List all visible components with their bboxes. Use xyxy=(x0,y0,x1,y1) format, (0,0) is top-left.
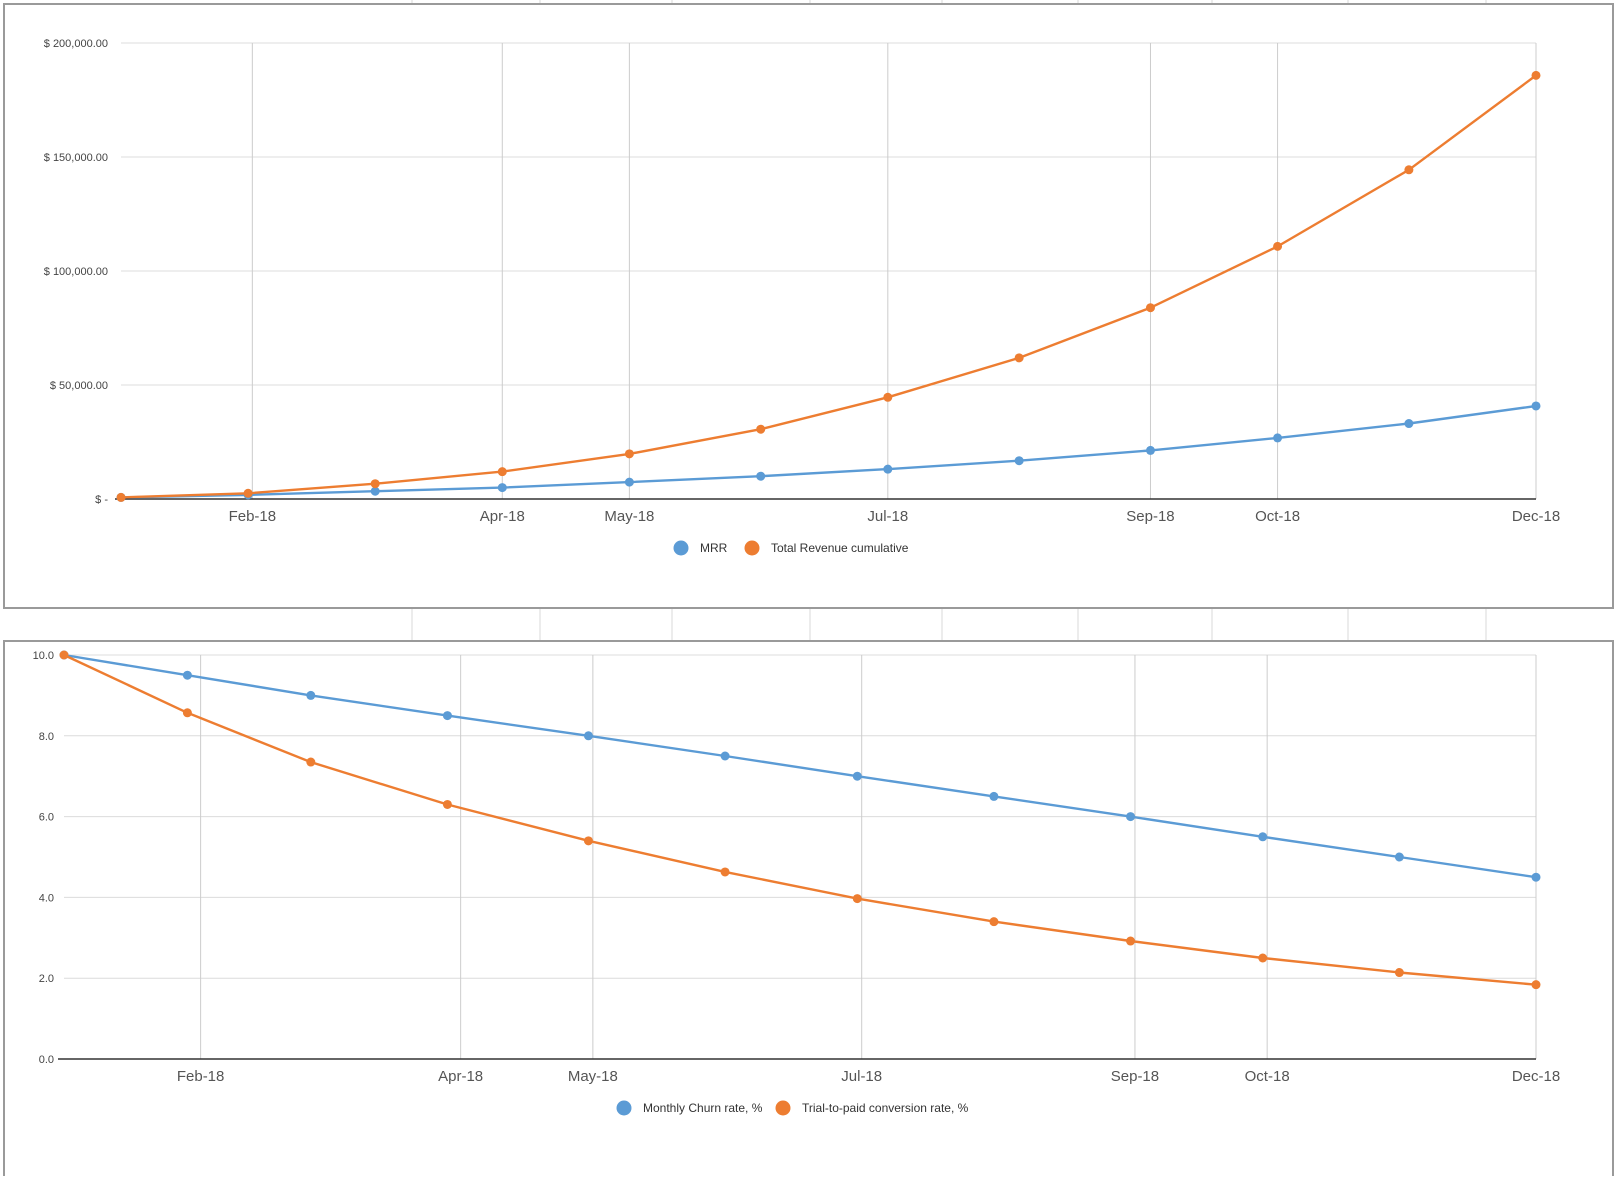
revenue-data-point xyxy=(756,424,766,434)
revenue-data-point xyxy=(1145,303,1155,313)
revenue-x-tick-label: Feb-18 xyxy=(229,508,277,525)
revenue-data-point xyxy=(1531,401,1541,411)
rates-data-point xyxy=(852,894,862,904)
revenue-data-point xyxy=(1404,419,1414,429)
rates-data-point xyxy=(182,708,192,718)
revenue-data-point xyxy=(116,492,126,502)
revenue-x-tick-label: Sep-18 xyxy=(1126,508,1174,525)
revenue-data-point xyxy=(756,471,766,481)
revenue-data-point xyxy=(883,392,893,402)
rates-y-tick-label: 2.0 xyxy=(39,973,54,985)
revenue-x-tick-label: Oct-18 xyxy=(1255,508,1300,525)
rates-legend-marker-2 xyxy=(775,1100,791,1116)
revenue-data-point xyxy=(1145,445,1155,455)
rates-x-tick-label: Jul-18 xyxy=(841,1068,882,1085)
revenue-y-tick-label: $ 50,000.00 xyxy=(50,380,108,392)
revenue-x-tick-label: Jul-18 xyxy=(867,508,908,525)
rates-data-point xyxy=(989,791,999,801)
rates-x-tick-label: Feb-18 xyxy=(177,1068,225,1085)
revenue-legend-marker-2 xyxy=(744,540,760,556)
rates-x-tick-label: May-18 xyxy=(568,1068,618,1085)
rates-data-point xyxy=(1531,872,1541,882)
rates-data-point xyxy=(442,711,452,721)
rates-data-point xyxy=(1394,852,1404,862)
revenue-data-point xyxy=(1404,165,1414,175)
rates-data-point xyxy=(1258,953,1268,963)
rates-legend-label-2: Trial-to-paid conversion rate, % xyxy=(802,1101,969,1115)
rates-series-line-1 xyxy=(63,653,1537,879)
rates-data-point xyxy=(1126,936,1136,946)
rates-x-tick-label: Dec-18 xyxy=(1512,1068,1560,1085)
rates-y-tick-label: 0.0 xyxy=(39,1054,54,1066)
rates-chart-panel[interactable]: 0.0 2.0 4.0 6.0 8.0 10.0 Feb-18 Apr-18 May-18 Jul… xyxy=(3,640,1614,1176)
rates-data-point xyxy=(1531,980,1541,990)
rates-data-point xyxy=(442,799,452,809)
rates-data-point xyxy=(989,917,999,927)
revenue-chart: $ - $ 50,000.00 $ 100,000.00 $ 150,000.00 $ … xyxy=(44,38,1560,556)
revenue-data-point xyxy=(1014,353,1024,363)
revenue-data-point xyxy=(497,483,507,493)
revenue-legend-label-1: MRR xyxy=(700,541,728,555)
rates-data-point xyxy=(59,650,69,660)
rates-data-point xyxy=(182,670,192,680)
rates-x-tick-label: Oct-18 xyxy=(1245,1068,1290,1085)
revenue-data-point xyxy=(1273,241,1283,251)
rates-data-point xyxy=(583,836,593,846)
revenue-data-point xyxy=(883,464,893,474)
rates-series-line-2 xyxy=(63,653,1537,986)
revenue-data-point xyxy=(1273,433,1283,443)
revenue-y-tick-label: $ 200,000.00 xyxy=(44,38,108,50)
rates-legend-marker-1 xyxy=(616,1100,632,1116)
revenue-y-tick-label: $ 150,000.00 xyxy=(44,152,108,164)
rates-data-point xyxy=(1394,968,1404,978)
revenue-data-point xyxy=(1014,456,1024,466)
rates-chart: 0.0 2.0 4.0 6.0 8.0 10.0 Feb-18 Apr-18 May-18 Jul… xyxy=(33,650,1560,1116)
rates-data-point xyxy=(720,867,730,877)
revenue-data-point xyxy=(624,449,634,459)
rates-y-tick-label: 8.0 xyxy=(39,731,54,743)
rates-data-point xyxy=(306,690,316,700)
rates-data-point xyxy=(306,757,316,767)
revenue-y-tick-label: $ - xyxy=(95,494,108,506)
rates-x-tick-label: Apr-18 xyxy=(438,1068,483,1085)
rates-data-point xyxy=(852,771,862,781)
revenue-y-tick-label: $ 100,000.00 xyxy=(44,266,108,278)
rates-data-point xyxy=(583,731,593,741)
revenue-data-point xyxy=(243,488,253,498)
revenue-x-tick-label: Apr-18 xyxy=(480,508,525,525)
rates-y-tick-label: 6.0 xyxy=(39,812,54,824)
revenue-x-tick-label: Dec-18 xyxy=(1512,508,1560,525)
revenue-chart-panel[interactable]: $ - $ 50,000.00 $ 100,000.00 $ 150,000.00 $ … xyxy=(3,3,1614,609)
rates-x-tick-label: Sep-18 xyxy=(1111,1068,1159,1085)
revenue-series-line-1 xyxy=(120,404,1537,499)
rates-data-point xyxy=(1258,832,1268,842)
revenue-data-point xyxy=(497,467,507,477)
revenue-legend-marker-1 xyxy=(673,540,689,556)
revenue-series-line-2 xyxy=(120,74,1537,499)
revenue-x-tick-label: May-18 xyxy=(604,508,654,525)
revenue-legend-label-2: Total Revenue cumulative xyxy=(771,541,909,555)
revenue-data-point xyxy=(370,479,380,489)
rates-data-point xyxy=(720,751,730,761)
revenue-data-point xyxy=(624,477,634,487)
rates-data-point xyxy=(1126,812,1136,822)
revenue-data-point xyxy=(370,486,380,496)
rates-y-tick-label: 4.0 xyxy=(39,892,54,904)
rates-legend-label-1: Monthly Churn rate, % xyxy=(643,1101,763,1115)
rates-y-tick-label: 10.0 xyxy=(33,650,54,662)
revenue-data-point xyxy=(1531,70,1541,80)
